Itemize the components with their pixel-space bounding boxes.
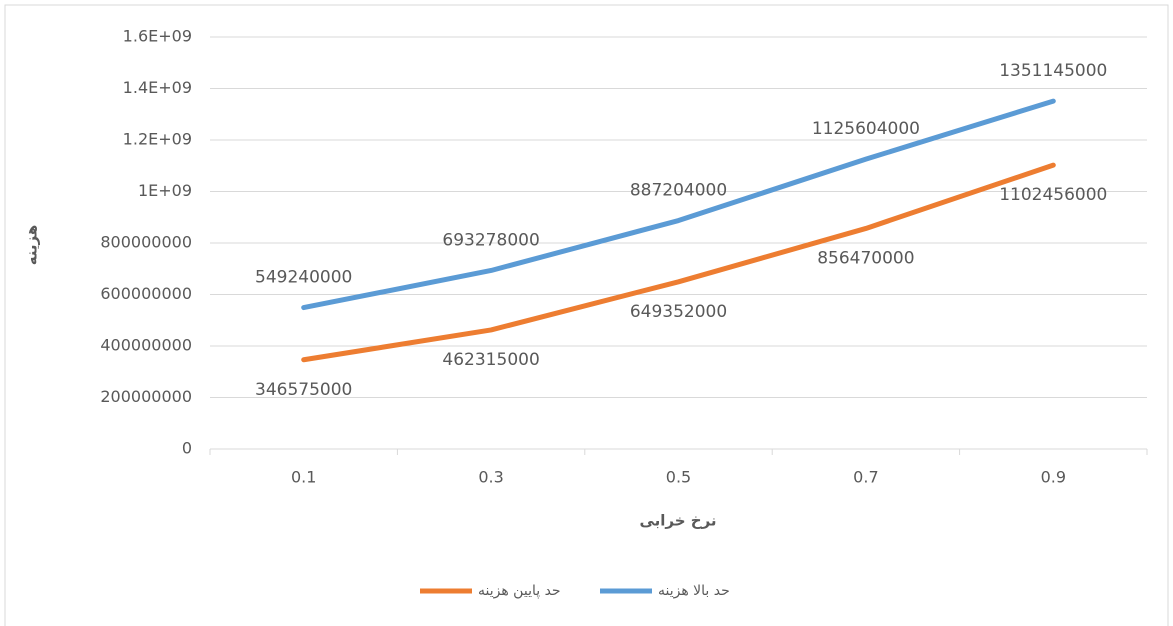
y-tick-label: 400000000 (100, 336, 192, 355)
x-axis-title: نرخ خرابی (639, 512, 716, 530)
legend-label: حد پایین هزینه (478, 583, 561, 599)
data-label: 549240000 (255, 268, 352, 288)
x-tick-label: 0.9 (1041, 468, 1066, 487)
data-label: 856470000 (817, 248, 914, 268)
x-tick-label: 0.7 (853, 468, 878, 487)
data-label: 1125604000 (812, 119, 920, 139)
data-label: 649352000 (630, 302, 727, 322)
data-label: 346575000 (255, 380, 352, 400)
y-tick-label: 1.4E+09 (123, 78, 192, 97)
data-label: 1351145000 (999, 61, 1107, 81)
x-tick-label: 0.1 (291, 468, 316, 487)
legend-label: حد بالا هزینه (658, 583, 730, 599)
x-tick-label: 0.3 (478, 468, 503, 487)
data-label: 887204000 (630, 181, 727, 201)
y-tick-label: 800000000 (100, 233, 192, 252)
y-tick-label: 1E+09 (138, 181, 192, 200)
data-label: 1102456000 (999, 185, 1107, 205)
y-axis-title: هزینه (23, 225, 41, 266)
y-tick-label: 1.2E+09 (123, 130, 192, 149)
data-label: 462315000 (442, 350, 539, 370)
line-series (301, 162, 1056, 363)
y-tick-label: 0 (182, 439, 192, 458)
data-label: 693278000 (442, 230, 539, 250)
y-tick-label: 1.6E+09 (123, 27, 192, 46)
line-series (301, 98, 1056, 311)
y-tick-label: 600000000 (100, 284, 192, 303)
y-tick-label: 200000000 (100, 387, 192, 406)
x-tick-label: 0.5 (666, 468, 691, 487)
chart-border (4, 4, 1169, 626)
